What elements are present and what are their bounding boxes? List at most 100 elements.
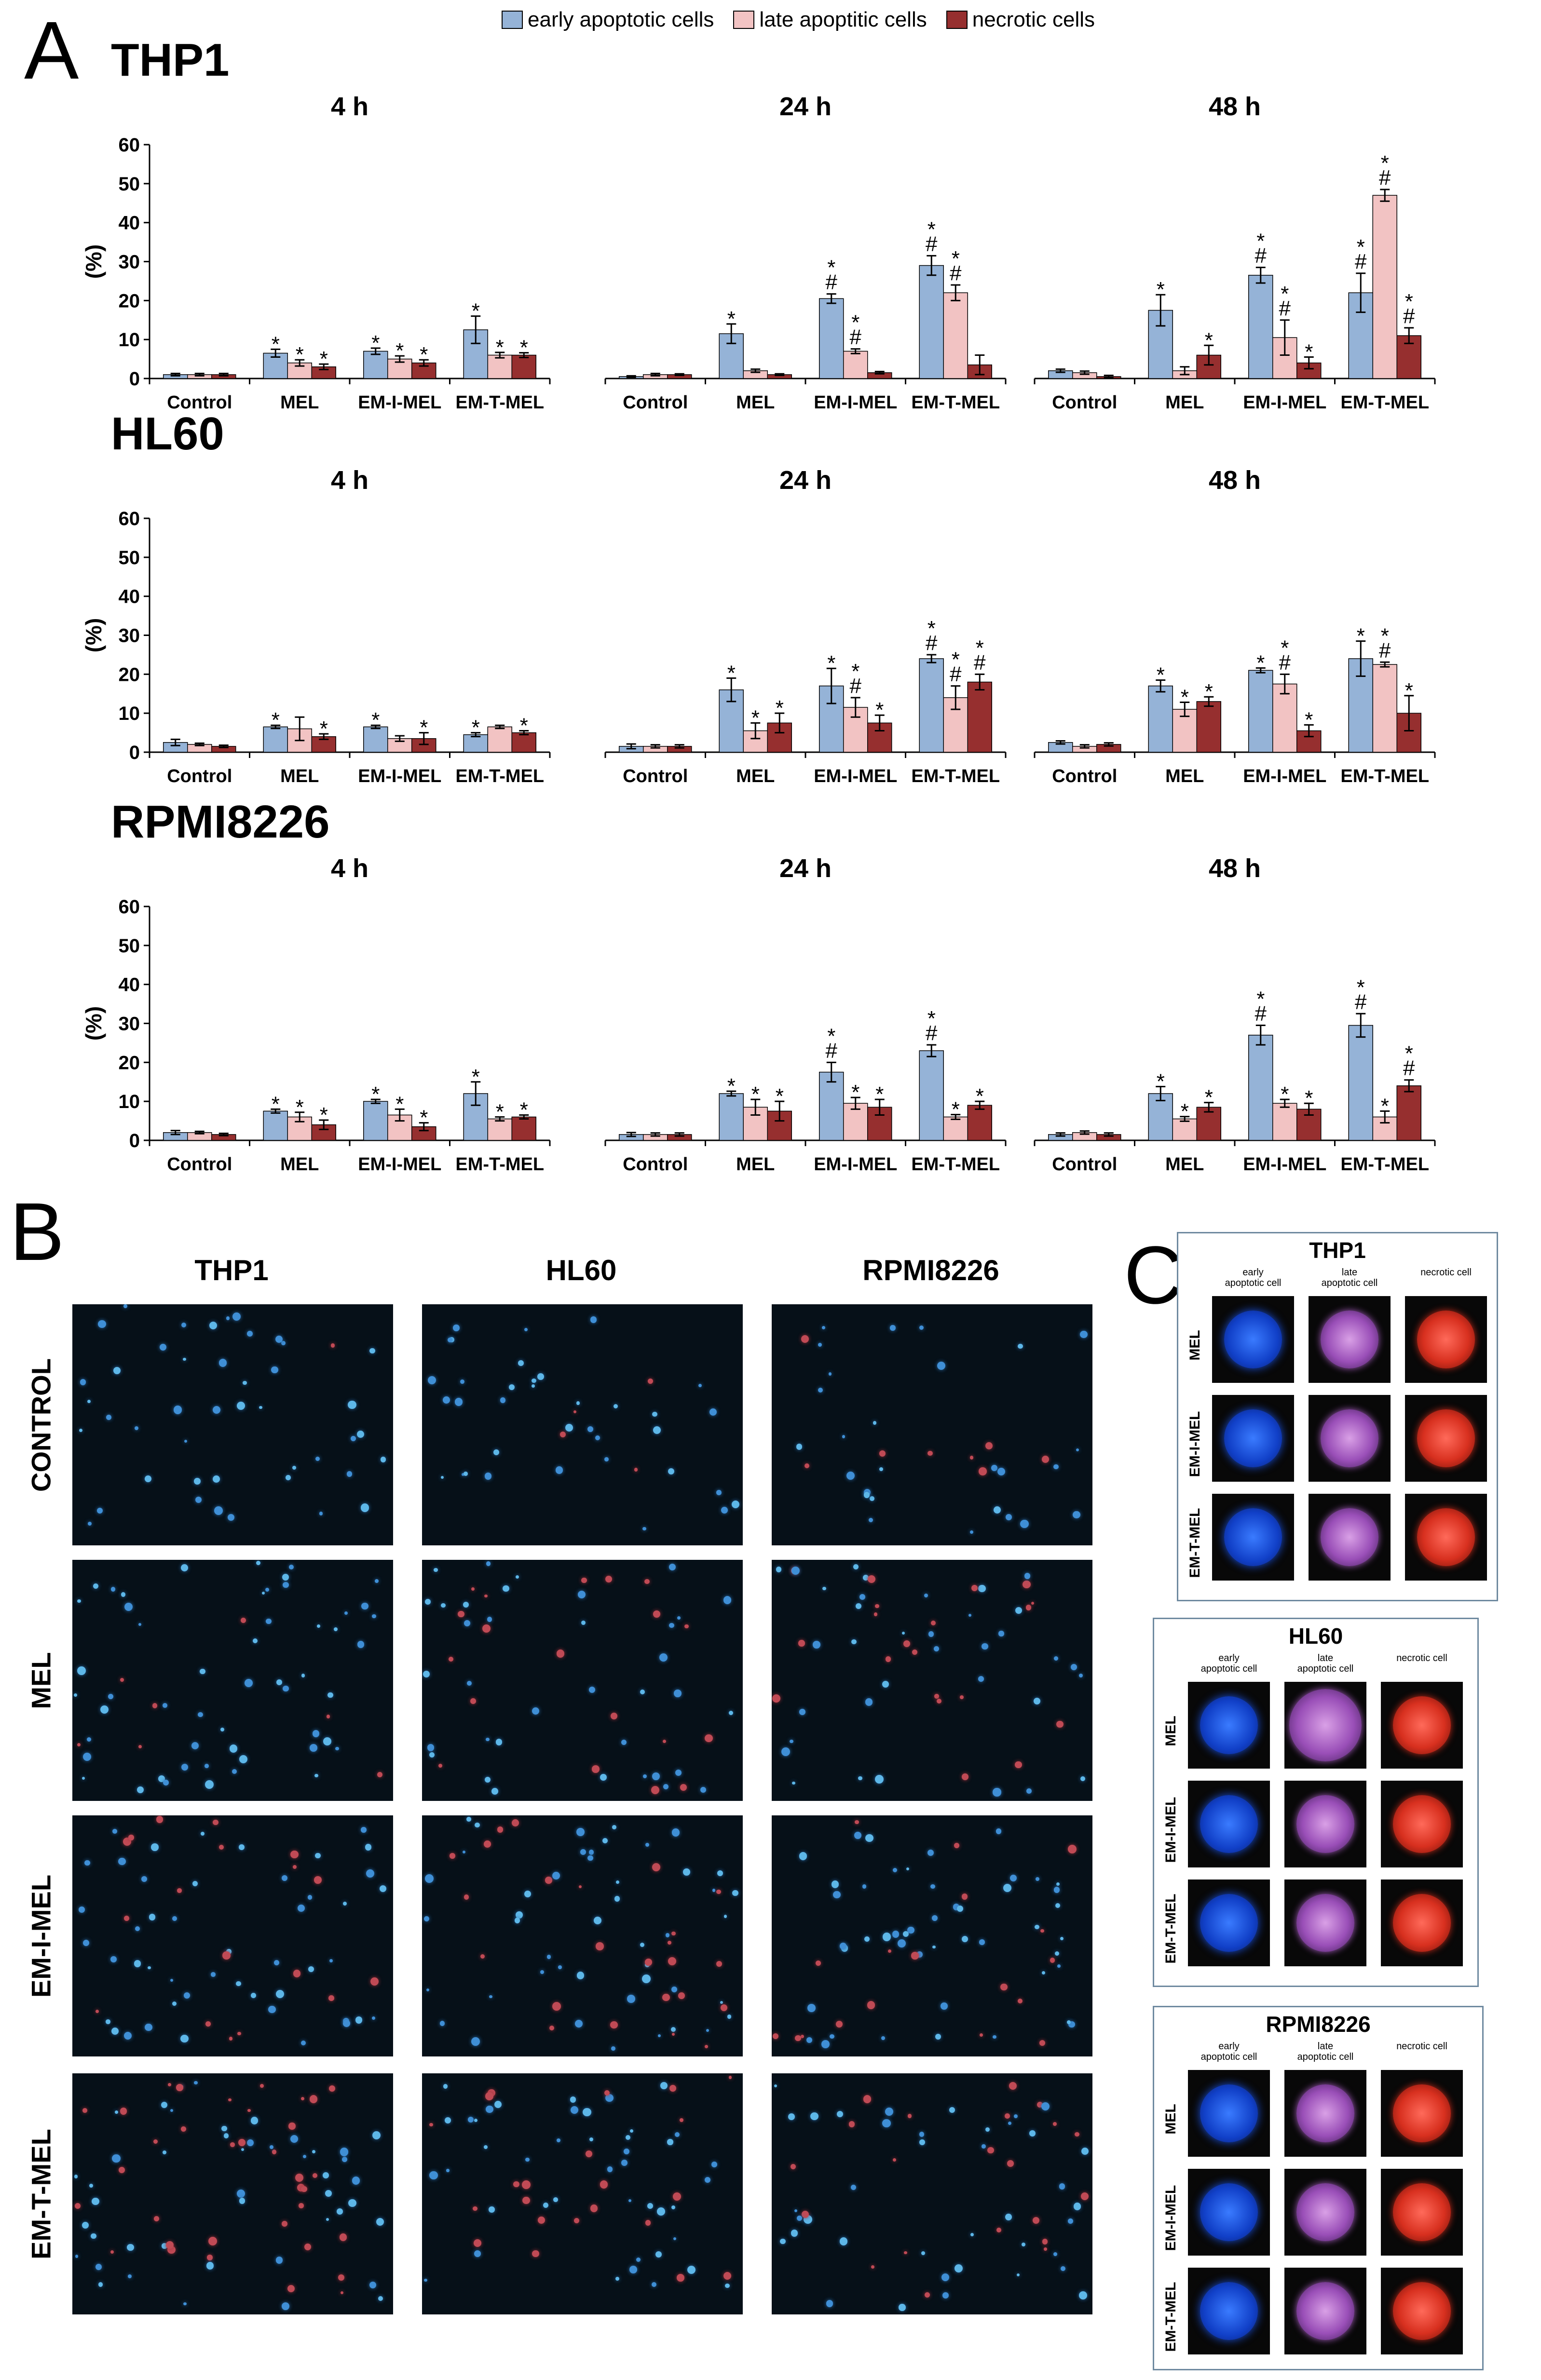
stained-cell bbox=[357, 1430, 365, 1438]
stained-cell bbox=[807, 2004, 816, 2012]
significance-mark: * bbox=[851, 311, 859, 335]
stained-cell bbox=[671, 1931, 676, 1935]
stained-cell bbox=[376, 2218, 384, 2226]
stained-cell bbox=[201, 1831, 205, 1836]
stained-cell bbox=[576, 1827, 585, 1836]
significance-mark: * bbox=[1357, 975, 1365, 999]
significance-mark: * bbox=[827, 651, 835, 675]
stained-cell bbox=[883, 1933, 891, 1941]
stained-cell bbox=[788, 2113, 795, 2121]
bar bbox=[843, 351, 868, 379]
x-tick-label: EM-T-MEL bbox=[911, 766, 1000, 786]
stained-cell bbox=[525, 2157, 530, 2162]
significance-mark: # bbox=[1355, 990, 1367, 1014]
stained-cell bbox=[1074, 2132, 1079, 2137]
stained-cell bbox=[1009, 2082, 1017, 2090]
stained-cell bbox=[902, 1632, 905, 1635]
stained-cell bbox=[592, 1765, 600, 1773]
significance-mark: * bbox=[1381, 624, 1389, 648]
significance-mark: * bbox=[952, 648, 960, 672]
stained-cell bbox=[86, 1737, 92, 1742]
x-tick-label: MEL bbox=[280, 1154, 319, 1175]
stained-cell bbox=[907, 1926, 914, 1934]
x-tick-label: EM-I-MEL bbox=[1243, 1154, 1326, 1175]
stained-cell bbox=[991, 1464, 998, 1471]
stained-cell bbox=[907, 2114, 912, 2118]
cell-example-title: THP1 bbox=[1309, 1238, 1366, 1263]
significance-mark: * bbox=[320, 717, 328, 741]
cell-micrograph bbox=[1212, 1296, 1294, 1383]
stained-cell bbox=[840, 1942, 847, 1949]
bar bbox=[511, 732, 536, 753]
stained-cell bbox=[80, 1379, 86, 1385]
stained-cell bbox=[74, 1693, 78, 1697]
stained-cell bbox=[293, 1969, 301, 1977]
stained-cell bbox=[75, 2203, 81, 2209]
stained-cell bbox=[340, 2291, 344, 2294]
stained-cell bbox=[1393, 1894, 1451, 1952]
stained-cell bbox=[138, 1623, 142, 1626]
stained-cell bbox=[651, 1785, 660, 1795]
stained-cell bbox=[232, 1312, 241, 1321]
significance-mark: * bbox=[272, 1092, 280, 1116]
stained-cell bbox=[1200, 2084, 1258, 2142]
x-tick-label: MEL bbox=[736, 766, 775, 786]
stained-cell bbox=[879, 1450, 886, 1457]
stained-cell bbox=[642, 1527, 646, 1531]
stained-cell bbox=[195, 1496, 202, 1503]
significance-mark: * bbox=[1305, 708, 1313, 731]
stained-cell bbox=[96, 1507, 103, 1514]
stained-cell bbox=[424, 1874, 434, 1883]
y-tick-label: 60 bbox=[119, 508, 140, 529]
stained-cell bbox=[1015, 1607, 1023, 1614]
stained-cell bbox=[237, 2032, 241, 2036]
significance-mark: # bbox=[1403, 304, 1415, 328]
stained-cell bbox=[316, 1624, 320, 1628]
stained-cell bbox=[141, 1876, 148, 1882]
stained-cell bbox=[347, 1471, 353, 1477]
stained-cell bbox=[127, 2274, 132, 2279]
stained-cell bbox=[239, 2198, 245, 2204]
cell-micrograph bbox=[1188, 1682, 1270, 1769]
stained-cell bbox=[192, 1881, 198, 1887]
stained-cell bbox=[1417, 1311, 1475, 1368]
stained-cell bbox=[338, 2274, 345, 2281]
stained-cell bbox=[348, 2199, 356, 2207]
significance-mark: # bbox=[950, 261, 962, 285]
significance-mark: # bbox=[1255, 244, 1267, 268]
stained-cell bbox=[297, 1905, 305, 1912]
stained-cell bbox=[996, 1828, 1002, 1834]
significance-mark: # bbox=[926, 232, 938, 256]
stained-cell bbox=[794, 2209, 797, 2213]
significance-mark: # bbox=[1379, 638, 1391, 662]
stained-cell bbox=[1032, 2217, 1040, 2224]
stained-cell bbox=[610, 2021, 618, 2029]
stained-cell bbox=[1005, 1514, 1012, 1520]
treatment-row-label: MEL bbox=[1163, 1716, 1179, 1746]
stained-cell bbox=[660, 2082, 668, 2089]
stained-cell bbox=[1041, 1971, 1045, 1975]
stained-cell bbox=[1080, 1331, 1088, 1339]
micrograph-image bbox=[422, 1304, 743, 1545]
significance-mark: * bbox=[776, 1084, 784, 1108]
stained-cell bbox=[365, 1844, 371, 1851]
stained-cell bbox=[283, 1582, 289, 1588]
stained-cell bbox=[112, 1828, 117, 1834]
stained-cell bbox=[801, 1335, 809, 1343]
stained-cell bbox=[655, 2251, 662, 2258]
stained-cell bbox=[228, 2098, 232, 2102]
stained-cell bbox=[732, 1890, 738, 1896]
x-tick-label: EM-T-MEL bbox=[1340, 1154, 1429, 1175]
bar bbox=[967, 1105, 992, 1141]
micrograph-column-title: RPMI8226 bbox=[862, 1254, 999, 1286]
stained-cell bbox=[821, 2040, 830, 2048]
stained-cell bbox=[549, 2026, 555, 2030]
stained-cell bbox=[716, 1961, 722, 1967]
stained-cell bbox=[1067, 2218, 1073, 2224]
x-tick-label: EM-I-MEL bbox=[814, 766, 897, 786]
significance-mark: * bbox=[851, 660, 859, 683]
stained-cell bbox=[1200, 2282, 1258, 2340]
significance-mark: * bbox=[1381, 1094, 1389, 1118]
stained-cell bbox=[675, 2132, 680, 2137]
stained-cell bbox=[645, 1842, 650, 1847]
